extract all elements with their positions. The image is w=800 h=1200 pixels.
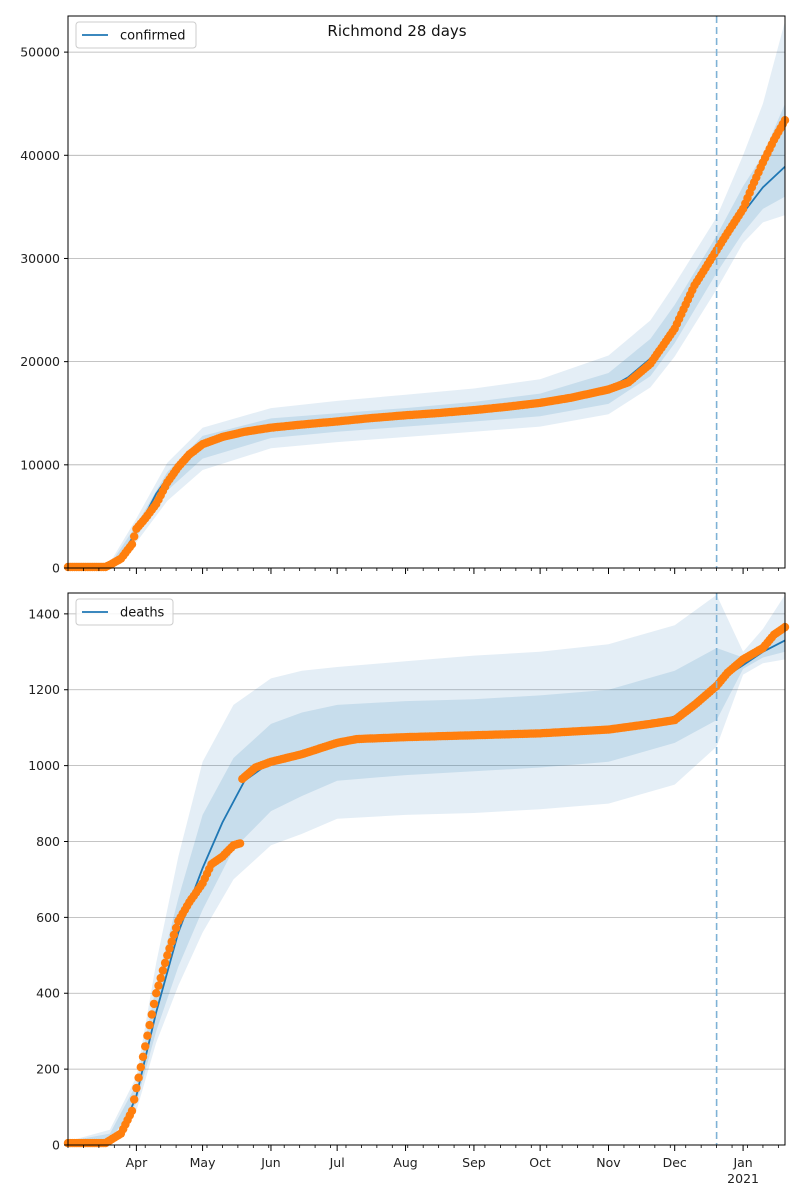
y-tick-label: 20000 [20,354,60,369]
x-tick-label: Sep [462,1155,486,1170]
x-tick-label: Aug [393,1155,417,1170]
observed-point [138,1052,148,1062]
observed-point [136,1063,145,1072]
observed-point [134,1073,143,1082]
y-tick-label: 1400 [28,606,60,621]
observed-point [152,989,161,998]
interval-band-inner [68,103,785,568]
legend-label: confirmed [120,29,186,44]
observed-point [169,930,179,939]
x-tick-label: Jul [329,1155,345,1170]
x-tick-label: Dec [663,1155,687,1170]
confirmed-panel: 0 10000 20000 30000 40000 50000 confirmed [20,15,790,576]
y-tick-label: 1200 [28,682,60,697]
chart-title: Richmond 28 days [327,22,466,40]
y-tick-label: 400 [36,986,60,1001]
observed-point [160,958,170,968]
x-tick-label: Jan [732,1155,752,1170]
x-tick-label: Oct [529,1155,551,1170]
y-tick-label: 10000 [20,457,60,472]
observed-point [145,1020,154,1030]
x-tick-label: May [190,1155,216,1170]
x-tick-label: Nov [596,1155,621,1170]
legend: deaths [75,598,174,626]
y-tick-label: 800 [36,834,60,849]
axes-frame [67,592,786,1146]
observed-point [165,944,174,953]
observed-point [127,540,137,549]
observed-point [127,1106,137,1116]
observed-series [63,116,790,572]
deaths-panel: 0 200 400 600 800 1000 1200 1400 Apr May Jun Jul Aug… [28,592,790,1186]
legend-box [75,598,174,626]
observed-point [235,839,245,848]
observed-point [154,981,163,990]
y-tick-label: 40000 [20,148,60,163]
observed-point [141,1042,150,1051]
x-year-label: 2021 [727,1171,759,1186]
x-tick-label: Jun [260,1155,281,1170]
y-tick-label: 200 [36,1062,60,1077]
axes-frame [67,15,786,569]
y-tick-label: 1000 [28,758,60,773]
observed-point [130,1095,139,1104]
observed-point [143,1031,152,1040]
observed-point [167,937,176,946]
observed-point [171,923,181,933]
model-line [68,165,786,568]
observed-point [163,951,172,960]
y-tick-label: 0 [52,561,60,576]
observed-series [63,622,790,1148]
y-tick-label: 50000 [20,45,60,60]
observed-point [132,1083,141,1093]
y-tick-label: 600 [36,910,60,925]
observed-point [158,966,168,975]
x-tick-label: Apr [126,1155,148,1170]
legend-label: deaths [120,606,165,621]
y-tick-label: 30000 [20,251,60,266]
interval-band-outer [68,21,785,568]
observed-point [149,999,159,1009]
y-tick-label: 0 [52,1138,60,1153]
legend-box [75,21,197,49]
observed-point [147,1010,156,1019]
observed-point [156,973,165,983]
observed-point [130,532,139,541]
interval-band-inner [68,621,785,1145]
legend: confirmed [75,21,197,49]
